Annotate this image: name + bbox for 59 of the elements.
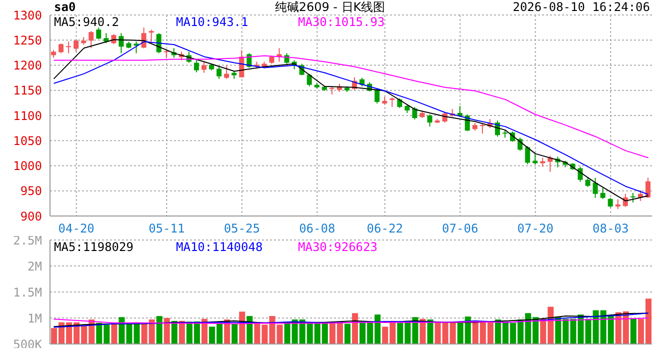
y-tick-label: 1000: [13, 159, 42, 174]
text: sa0: [54, 0, 76, 14]
y-tick-label: 900: [20, 209, 42, 224]
candlestick: [88, 30, 94, 49]
x-tick-label: 06-08: [299, 222, 336, 236]
candlestick: [427, 114, 432, 128]
y-tick-label: 1.5M: [13, 285, 42, 300]
candlestick: [457, 105, 462, 118]
text: MA5:1198029: [54, 240, 134, 254]
candlestick: [592, 177, 598, 198]
candlestick: [374, 88, 380, 104]
line-series: [53, 55, 649, 158]
x-tick-label: 07-06: [442, 222, 478, 236]
y-tick-label: 2M: [28, 259, 42, 274]
y-tick-label: 1200: [13, 58, 42, 73]
candlestick: [118, 32, 124, 54]
y-tick-label: 1250: [13, 33, 42, 48]
y-tick-label: 1M: [28, 311, 42, 326]
candlestick: [148, 29, 154, 42]
text: MA10:1140048: [176, 240, 264, 254]
candlestick: [96, 27, 102, 40]
chart-title: 纯碱2609 - 日K线图: [274, 0, 386, 14]
y-tick-label: 1300: [13, 8, 42, 22]
candlestick: [585, 177, 590, 188]
candlestick: [480, 124, 485, 134]
series-label: MA5:940.2: [54, 15, 120, 29]
candlestick: [224, 64, 230, 80]
text: 2026-08-10 16:24:06: [512, 0, 650, 14]
x-tick-label: 04-20: [58, 222, 94, 236]
candlestick: [615, 198, 620, 210]
x-tick-label: 05-25: [224, 222, 260, 236]
series-label: MA10:943.1: [176, 15, 250, 29]
text: MA30:926623: [298, 240, 378, 254]
candlestick: [532, 154, 538, 165]
y-tick-label: 1100: [13, 108, 42, 123]
candlestick: [645, 177, 650, 198]
candlestick: [74, 39, 79, 52]
candlestick: [540, 157, 546, 168]
candlestick: [58, 43, 64, 54]
x-tick-label: 07-20: [517, 222, 554, 236]
candlestick: [608, 197, 613, 208]
candlestick: [66, 41, 72, 54]
text: MA30:1015.93: [298, 15, 386, 29]
candlestick: [525, 146, 530, 165]
y-tick-label: 1050: [13, 134, 42, 148]
candlestick: [412, 106, 418, 120]
candlestick: [600, 187, 606, 200]
y-tick-label: 950: [20, 184, 42, 198]
candlestick: [306, 73, 312, 87]
x-tick-label: 08-03: [592, 222, 629, 236]
candlestick: [216, 66, 222, 80]
x-tick-label: 06-22: [366, 222, 403, 236]
x-tick-label: 05-11: [148, 222, 185, 236]
candlestick: [104, 32, 109, 44]
candlestick: [630, 192, 636, 203]
candlestick: [194, 60, 199, 73]
candlestick: [202, 61, 206, 74]
y-tick-label: 1150: [13, 84, 42, 98]
candlestick: [390, 96, 395, 108]
